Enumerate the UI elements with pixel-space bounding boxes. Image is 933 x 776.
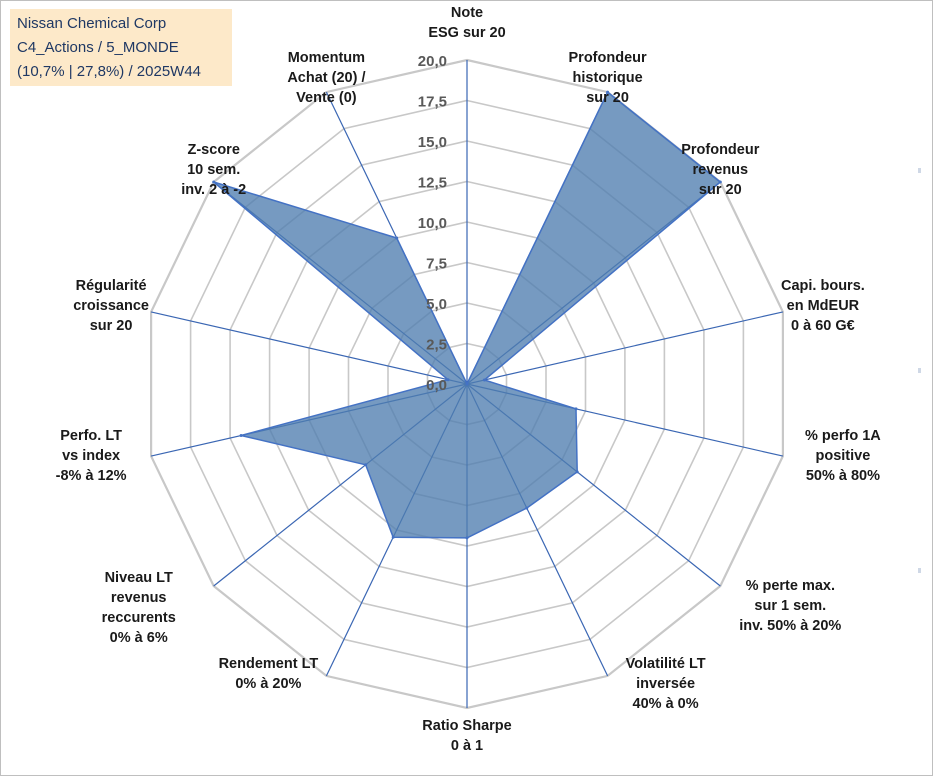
category-label-line: reccurents [102, 610, 176, 626]
category-label-line: 10 sem. [187, 162, 240, 178]
radial-tick-label: 17,5 [418, 94, 447, 111]
category-label-line: 0% à 6% [110, 630, 168, 646]
category-label-line: Momentum [288, 50, 365, 66]
radial-tick-labels: 0,0 2,5 5,0 7,5 10,0 12,5 15,0 17,5 20,0 [418, 53, 447, 394]
series-point [395, 236, 399, 240]
category-label-line: -8% à 12% [56, 468, 127, 484]
series-point [212, 180, 216, 184]
category-label-line: ESG sur 20 [428, 25, 505, 41]
category-label-line: 0 à 1 [451, 738, 483, 754]
radial-tick-label: 20,0 [418, 53, 447, 70]
category-label-line: Profondeur [681, 142, 759, 158]
portfolio-path: C4_Actions / 5_MONDE [17, 39, 179, 56]
radial-tick-label: 7,5 [426, 256, 447, 273]
category-label-line: revenus [692, 162, 748, 178]
category-label: Rendement LT 0% à 20% [219, 656, 319, 692]
category-label-line: croissance [73, 298, 149, 314]
category-label-line: Z-score [188, 142, 240, 158]
category-label: Perfo. LT vs index -8% à 12% [56, 428, 127, 484]
series-point [391, 535, 395, 539]
scroll-edge-marks [918, 0, 922, 776]
category-label: Profondeur revenus sur 20 [681, 142, 759, 198]
category-label-line: vs index [62, 448, 120, 464]
category-label: Note ESG sur 20 [428, 5, 505, 41]
category-label: Momentum Achat (20) / Vente (0) [287, 50, 365, 106]
radial-tick-label: 5,0 [426, 296, 447, 313]
category-label-line: 50% à 80% [806, 468, 880, 484]
series-point [525, 506, 529, 510]
title-box: Nissan Chemical Corp C4_Actions / 5_MOND… [10, 9, 232, 86]
category-label-line: revenus [111, 590, 167, 606]
radar-series [212, 90, 722, 540]
category-label-line: Achat (20) / [287, 70, 365, 86]
category-label-line: Niveau LT [105, 570, 173, 586]
category-label-line: Capi. bours. [781, 278, 865, 294]
radial-tick-label: 10,0 [418, 215, 447, 232]
series-point [465, 536, 469, 540]
category-label-line: sur 20 [90, 318, 133, 334]
company-name: Nissan Chemical Corp [17, 15, 167, 32]
category-label: Profondeur historique sur 20 [569, 50, 647, 106]
category-label: Régularité croissance sur 20 [73, 278, 149, 334]
category-label-line: Régularité [76, 278, 147, 294]
series-point [364, 463, 368, 467]
category-label-line: Vente (0) [296, 90, 357, 106]
series-point [482, 378, 486, 382]
edge-mark [918, 368, 921, 373]
category-label-line: Ratio Sharpe [422, 718, 511, 734]
category-label-line: historique [573, 70, 643, 86]
category-label-line: inv. 2 à -2 [181, 182, 246, 198]
category-label-line: sur 20 [586, 90, 629, 106]
category-label-line: Rendement LT [219, 656, 319, 672]
radial-tick-label: 12,5 [418, 175, 447, 192]
category-label-line: sur 1 sem. [754, 598, 826, 614]
radial-tick-label: 2,5 [426, 337, 447, 354]
category-label: Ratio Sharpe 0 à 1 [422, 718, 511, 754]
category-label-line: Volatilité LT [626, 656, 706, 672]
radial-tick-label: 0,0 [426, 377, 447, 394]
category-label: Capi. bours. en MdEUR 0 à 60 G€ [781, 278, 865, 334]
category-label: % perfo 1A positive 50% à 80% [805, 428, 881, 484]
category-label-line: positive [816, 448, 871, 464]
performance-week: (10,7% | 27,8%) / 2025W44 [17, 63, 201, 80]
series-point [575, 470, 579, 474]
radial-tick-label: 15,0 [418, 134, 447, 151]
category-label-line: % perte max. [746, 578, 835, 594]
category-label-line: 0% à 20% [235, 676, 301, 692]
series-point [239, 434, 243, 437]
category-label-line: inv. 50% à 20% [739, 618, 841, 634]
axis-spoke [466, 311, 784, 385]
category-label-line: 40% à 0% [633, 696, 699, 712]
series-point [718, 180, 722, 184]
category-labels: Note ESG sur 20 Profondeur historique sur 20… [56, 5, 882, 754]
axis-spoke [150, 311, 468, 385]
category-label-line: sur 20 [699, 182, 742, 198]
category-label: Volatilité LT inversée 40% à 0% [626, 656, 706, 712]
category-label-line: Profondeur [569, 50, 647, 66]
series-point [574, 407, 578, 411]
category-label-line: Note [451, 5, 483, 21]
category-label-line: en MdEUR [787, 298, 860, 314]
category-label-line: 0 à 60 G€ [791, 318, 855, 334]
category-label-line: Perfo. LT [60, 428, 122, 444]
category-label-line: inversée [636, 676, 695, 692]
category-label-line: % perfo 1A [805, 428, 881, 444]
series-point [446, 378, 450, 382]
series-point [606, 90, 610, 94]
category-label: Z-score 10 sem. inv. 2 à -2 [181, 142, 246, 198]
edge-mark [918, 168, 921, 173]
category-label: % perte max. sur 1 sem. inv. 50% à 20% [739, 578, 841, 634]
series-point [465, 382, 469, 386]
edge-mark [918, 568, 921, 573]
category-label: Niveau LT revenus reccurents 0% à 6% [102, 570, 176, 646]
